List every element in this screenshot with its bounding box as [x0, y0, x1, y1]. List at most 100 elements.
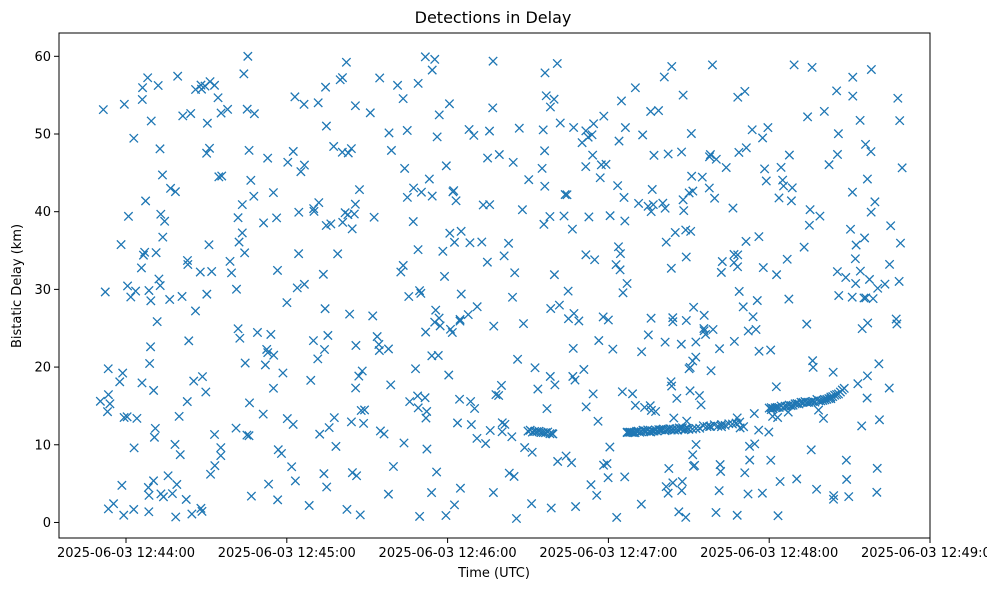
data-point-marker — [299, 99, 309, 110]
data-point-marker — [146, 296, 156, 306]
data-point-marker — [319, 469, 329, 479]
data-point-marker — [560, 189, 570, 200]
data-point-marker — [294, 207, 304, 217]
data-point-marker — [537, 163, 547, 174]
data-point-marker — [741, 236, 751, 247]
data-point-marker — [750, 439, 760, 449]
data-point-marker — [239, 248, 250, 258]
data-point-marker — [243, 51, 253, 61]
data-point-marker — [619, 192, 629, 203]
data-point-marker — [464, 124, 474, 135]
data-point-marker — [517, 205, 528, 215]
data-point-marker — [829, 490, 839, 501]
data-point-marker — [622, 278, 632, 289]
data-point-marker — [613, 242, 624, 252]
data-point-marker — [751, 324, 761, 335]
data-point-marker — [187, 509, 197, 519]
data-point-marker — [748, 312, 758, 322]
data-point-marker — [237, 228, 247, 238]
data-point-marker — [509, 471, 519, 482]
x-tick-label: 2025-06-03 12:49:00 — [861, 546, 987, 561]
data-point-marker — [480, 438, 491, 449]
data-point-marker — [897, 163, 907, 173]
data-point-marker — [559, 211, 569, 221]
data-point-marker — [144, 507, 154, 517]
data-point-marker — [546, 503, 556, 513]
data-point-marker — [579, 364, 589, 375]
data-point-marker — [508, 157, 518, 168]
data-point-marker — [567, 224, 578, 234]
data-point-marker — [620, 472, 630, 482]
data-point-marker — [754, 346, 764, 356]
data-point-marker — [699, 310, 709, 320]
x-axis-ticks: 2025-06-03 12:44:00 2025-06-03 12:45:00 20… — [57, 538, 987, 561]
data-point-marker — [759, 164, 770, 174]
data-point-marker — [163, 471, 173, 481]
plot-frame — [58, 32, 931, 539]
x-tick-label: 2025-06-03 12:45:00 — [218, 546, 356, 561]
data-point-marker — [271, 213, 282, 223]
data-point-marker — [488, 487, 499, 498]
data-point-marker — [116, 239, 126, 250]
data-point-marker — [678, 90, 688, 100]
data-point-marker — [351, 471, 362, 481]
data-point-marker — [412, 391, 423, 401]
data-point-marker — [603, 473, 613, 483]
data-point-marker — [375, 73, 385, 83]
data-point-marker — [444, 370, 454, 380]
data-point-marker — [482, 153, 493, 163]
data-point-marker — [346, 143, 357, 154]
data-point-marker — [430, 54, 440, 64]
data-point-marker — [319, 344, 330, 355]
data-point-marker — [743, 489, 753, 499]
data-point-marker — [356, 405, 366, 416]
data-point-marker — [542, 403, 552, 414]
data-point-marker — [292, 283, 302, 293]
data-point-marker — [672, 393, 682, 404]
data-point-marker — [497, 427, 507, 437]
data-point-marker — [677, 476, 687, 487]
data-point-marker — [734, 286, 744, 297]
data-point-marker — [205, 469, 216, 479]
data-point-marker — [268, 383, 279, 393]
data-point-marker — [802, 112, 813, 122]
data-point-marker — [497, 418, 507, 428]
data-point-marker — [681, 315, 691, 326]
data-point-marker — [630, 83, 641, 93]
data-point-marker — [420, 393, 430, 403]
data-point-marker — [784, 150, 795, 160]
data-point-marker — [686, 171, 697, 181]
data-point-marker — [630, 400, 641, 411]
data-point-marker — [146, 116, 156, 126]
data-point-marker — [847, 292, 857, 302]
data-point-marker — [344, 309, 355, 319]
data-point-marker — [691, 423, 701, 434]
data-point-marker — [589, 255, 600, 265]
data-point-marker — [670, 227, 680, 238]
data-point-marker — [309, 206, 319, 217]
data-point-marker — [204, 143, 215, 153]
data-point-marker — [605, 442, 615, 452]
data-point-marker — [618, 288, 628, 298]
data-point-marker — [149, 432, 160, 442]
data-point-marker — [700, 329, 711, 340]
data-point-marker — [646, 206, 656, 217]
data-point-marker — [668, 478, 678, 488]
x-axis-label: Time (UTC) — [457, 566, 530, 581]
data-point-marker — [272, 495, 283, 505]
data-point-marker — [620, 216, 630, 226]
data-point-marker — [708, 324, 718, 335]
data-point-marker — [449, 500, 460, 510]
data-point-marker — [272, 265, 283, 276]
data-point-marker — [500, 419, 510, 430]
data-point-marker — [214, 172, 224, 182]
data-point-marker — [237, 199, 247, 210]
data-point-marker — [832, 149, 843, 160]
data-point-marker — [398, 93, 408, 104]
data-point-marker — [553, 456, 563, 467]
data-point-marker — [129, 443, 139, 453]
data-point-marker — [550, 380, 560, 390]
data-point-marker — [216, 442, 226, 453]
data-point-marker — [886, 221, 896, 231]
data-point-marker — [663, 488, 673, 498]
